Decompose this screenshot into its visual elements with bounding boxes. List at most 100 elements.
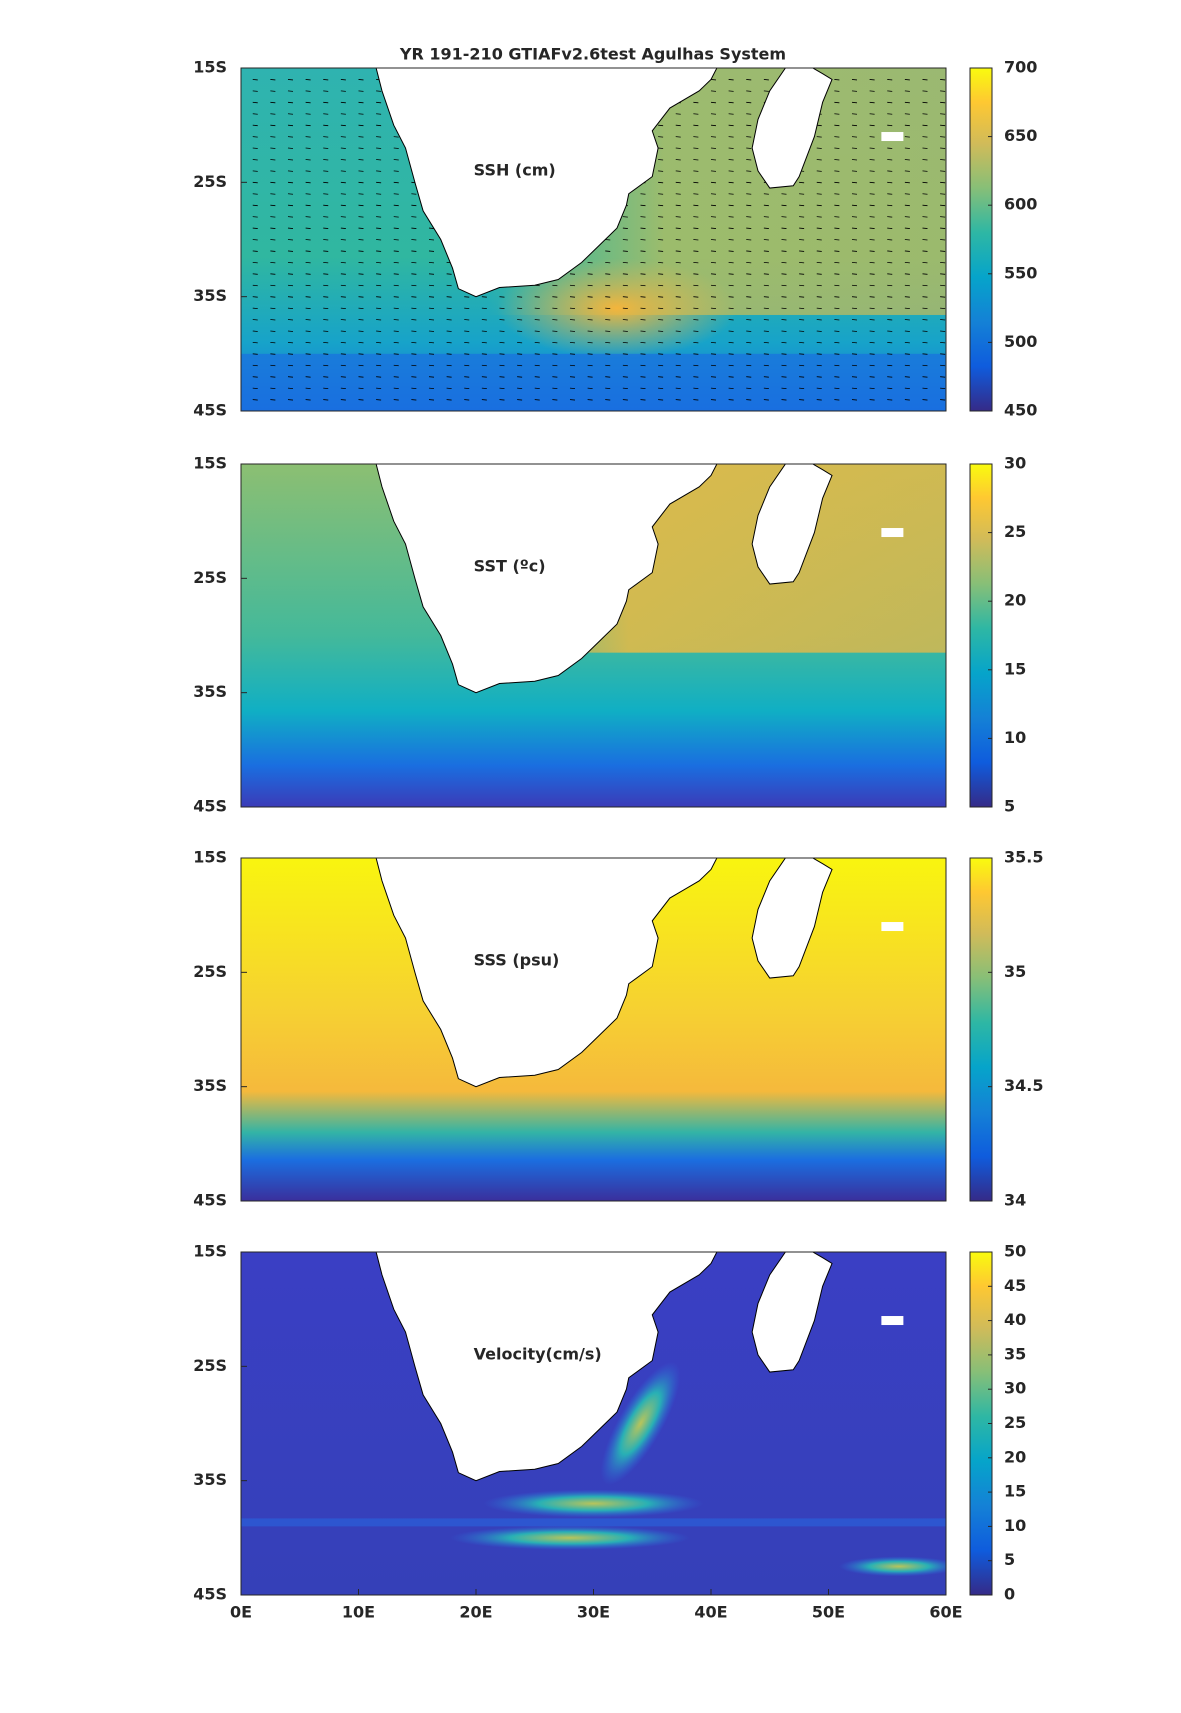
vector <box>252 227 258 229</box>
vector <box>622 330 628 332</box>
vector <box>393 376 399 378</box>
vector <box>658 284 664 287</box>
vector <box>323 90 329 92</box>
vector <box>693 181 699 184</box>
vector <box>499 364 505 367</box>
vector <box>728 159 734 161</box>
vector <box>587 261 593 264</box>
vector <box>622 353 628 355</box>
vector <box>464 319 470 321</box>
vector <box>922 239 928 241</box>
vector <box>710 273 717 275</box>
vector <box>376 216 382 218</box>
vector <box>622 296 628 298</box>
vector <box>534 376 540 378</box>
vector <box>464 399 470 401</box>
vector <box>552 364 558 367</box>
vector <box>376 193 382 195</box>
vector <box>464 364 470 367</box>
vector <box>834 181 840 184</box>
vector <box>393 399 399 401</box>
vector <box>305 376 311 378</box>
vector <box>658 307 664 309</box>
vector <box>851 342 858 344</box>
vector <box>816 387 822 390</box>
vector <box>393 216 399 218</box>
colorbar-tick-label: 10 <box>1004 728 1026 747</box>
vector <box>834 284 840 287</box>
land <box>751 1252 833 1373</box>
vector <box>834 136 840 138</box>
field <box>241 1252 946 1595</box>
vector <box>940 387 946 390</box>
vector <box>746 216 752 218</box>
vector <box>675 364 681 367</box>
vector <box>358 79 364 81</box>
vector <box>358 147 364 149</box>
vector <box>746 170 752 172</box>
vector <box>658 193 664 195</box>
vector <box>622 319 628 321</box>
vector <box>834 273 840 275</box>
vector <box>376 353 382 355</box>
vector <box>534 330 540 332</box>
vector <box>358 90 364 92</box>
vector <box>605 239 611 241</box>
vector <box>904 387 910 390</box>
vector <box>781 307 787 309</box>
colorbar-tick-label: 600 <box>1004 195 1037 214</box>
vector <box>393 387 399 390</box>
south-band <box>241 353 946 411</box>
vector <box>869 364 875 367</box>
vector <box>323 136 329 138</box>
vector <box>534 387 540 390</box>
vector <box>393 296 399 298</box>
vector <box>376 147 382 149</box>
vector <box>816 136 822 138</box>
vector <box>287 170 294 172</box>
vector <box>428 364 435 367</box>
vector <box>252 284 258 287</box>
vector <box>270 90 276 92</box>
vector <box>534 307 540 309</box>
vector <box>252 239 258 241</box>
vector <box>834 79 840 81</box>
vector <box>376 399 382 401</box>
vector <box>287 159 294 161</box>
vector <box>816 159 822 161</box>
vector <box>252 216 258 218</box>
vector <box>376 387 382 390</box>
vector <box>358 204 364 207</box>
vector <box>658 273 664 275</box>
vector <box>904 136 910 138</box>
vector <box>517 387 523 390</box>
vector <box>904 399 910 401</box>
vector <box>693 216 699 218</box>
vector <box>287 261 294 264</box>
vector <box>428 227 435 229</box>
vector <box>640 204 646 207</box>
vector <box>640 330 646 332</box>
vector <box>887 307 893 309</box>
vector <box>428 273 435 275</box>
vector <box>728 250 734 252</box>
vector <box>869 147 875 149</box>
vector <box>658 147 664 149</box>
vector <box>940 204 946 207</box>
vector <box>851 250 858 252</box>
vector <box>411 353 417 355</box>
vector <box>640 342 646 344</box>
vector <box>323 353 329 355</box>
vector <box>393 330 399 332</box>
colorbar-tick-label: 5 <box>1004 1550 1015 1569</box>
vector <box>270 170 276 172</box>
vector <box>922 170 928 172</box>
vector <box>799 296 805 298</box>
colorbar-tick-label: 35 <box>1004 1344 1026 1363</box>
colorbar-tick-label: 35 <box>1004 962 1026 981</box>
vector <box>675 273 681 275</box>
vector <box>710 227 717 229</box>
vector <box>481 399 487 401</box>
vector <box>710 147 717 149</box>
land <box>751 68 833 189</box>
